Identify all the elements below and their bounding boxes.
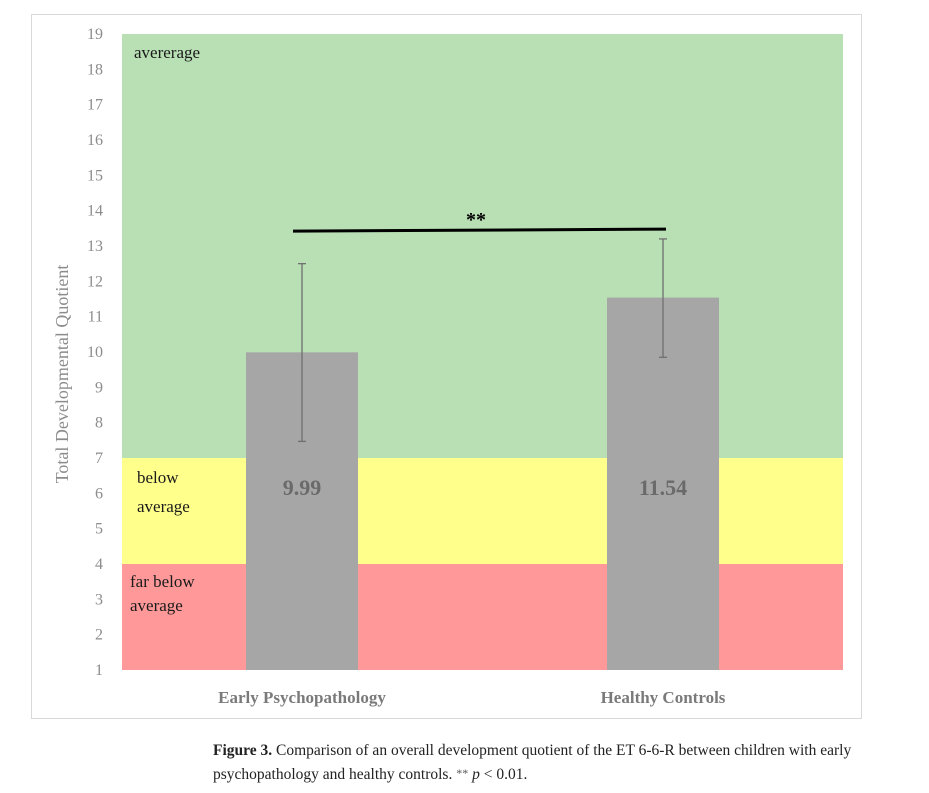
- band-average: [122, 34, 843, 458]
- y-tick-label: 10: [87, 344, 103, 361]
- band-label-average: avererage: [134, 43, 200, 62]
- y-axis-label: Total Developmental Quotient: [52, 265, 72, 484]
- caption-p-value: < 0.01.: [479, 766, 528, 783]
- significance-bar: [292, 227, 667, 233]
- y-tick-label: 11: [88, 309, 103, 326]
- y-tick-label: 9: [95, 379, 103, 396]
- y-tick-label: 15: [87, 167, 103, 184]
- chart-frame: [31, 14, 862, 719]
- y-tick-label: 16: [87, 132, 103, 149]
- y-tick-label: 18: [87, 61, 103, 78]
- y-tick-label: 12: [87, 273, 103, 290]
- x-tick-label: Early Psychopathology: [218, 688, 386, 707]
- y-tick-label: 7: [95, 450, 103, 467]
- y-tick-label: 8: [95, 415, 103, 432]
- caption-text: Comparison of an overall development quo…: [213, 742, 852, 783]
- y-tick-label: 6: [95, 485, 103, 502]
- caption-stars: **: [456, 766, 469, 780]
- figure-label: Figure 3.: [213, 742, 273, 759]
- y-tick-label: 2: [95, 627, 103, 644]
- band-label-far-below-average: average: [130, 596, 183, 615]
- figure-caption: Figure 3. Comparison of an overall devel…: [213, 740, 918, 786]
- band-below-average: [122, 458, 843, 564]
- band-far-below-average: [122, 564, 843, 670]
- significance-stars: **: [466, 209, 486, 231]
- y-tick-label: 13: [87, 238, 103, 255]
- y-tick-label: 3: [95, 591, 103, 608]
- x-tick-label: Healthy Controls: [601, 688, 726, 707]
- y-tick-label: 5: [95, 521, 103, 538]
- band-label-below-average: below: [137, 468, 179, 487]
- y-tick-label: 19: [87, 26, 103, 43]
- caption-p: p: [472, 766, 480, 783]
- band-label-far-below-average: far below: [130, 572, 195, 591]
- bar-value-label: 11.54: [639, 475, 687, 500]
- y-tick-label: 14: [87, 203, 103, 220]
- y-tick-label: 4: [95, 556, 103, 573]
- band-label-below-average: average: [137, 497, 190, 516]
- bar-value-label: 9.99: [283, 475, 322, 500]
- y-tick-label: 1: [95, 662, 103, 679]
- bar-2: [607, 297, 719, 670]
- y-tick-label: 17: [87, 97, 103, 114]
